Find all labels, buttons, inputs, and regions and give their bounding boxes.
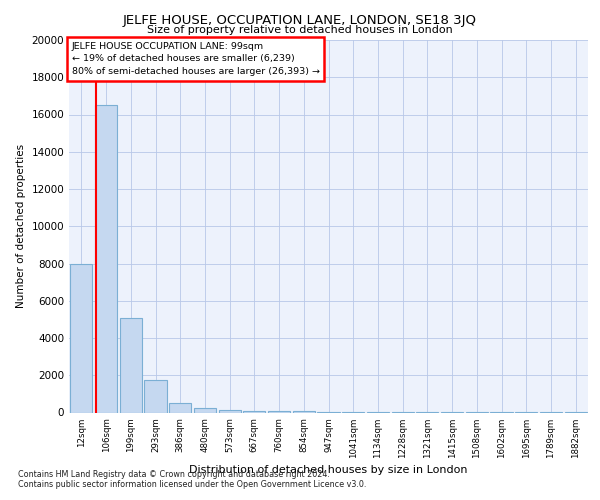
Bar — [268, 411, 290, 412]
Text: Contains HM Land Registry data © Crown copyright and database right 2024.: Contains HM Land Registry data © Crown c… — [18, 470, 330, 479]
Bar — [243, 410, 265, 412]
Bar — [145, 380, 167, 412]
Text: Size of property relative to detached houses in London: Size of property relative to detached ho… — [147, 25, 453, 35]
Bar — [218, 410, 241, 412]
Bar — [95, 105, 117, 412]
Bar — [169, 404, 191, 412]
Y-axis label: Number of detached properties: Number of detached properties — [16, 144, 26, 308]
Text: JELFE HOUSE, OCCUPATION LANE, LONDON, SE18 3JQ: JELFE HOUSE, OCCUPATION LANE, LONDON, SE… — [123, 14, 477, 27]
Bar — [119, 318, 142, 412]
Bar — [194, 408, 216, 412]
Text: JELFE HOUSE OCCUPATION LANE: 99sqm
← 19% of detached houses are smaller (6,239)
: JELFE HOUSE OCCUPATION LANE: 99sqm ← 19%… — [71, 42, 320, 76]
Bar — [70, 264, 92, 412]
X-axis label: Distribution of detached houses by size in London: Distribution of detached houses by size … — [189, 464, 468, 474]
Text: Contains public sector information licensed under the Open Government Licence v3: Contains public sector information licen… — [18, 480, 367, 489]
